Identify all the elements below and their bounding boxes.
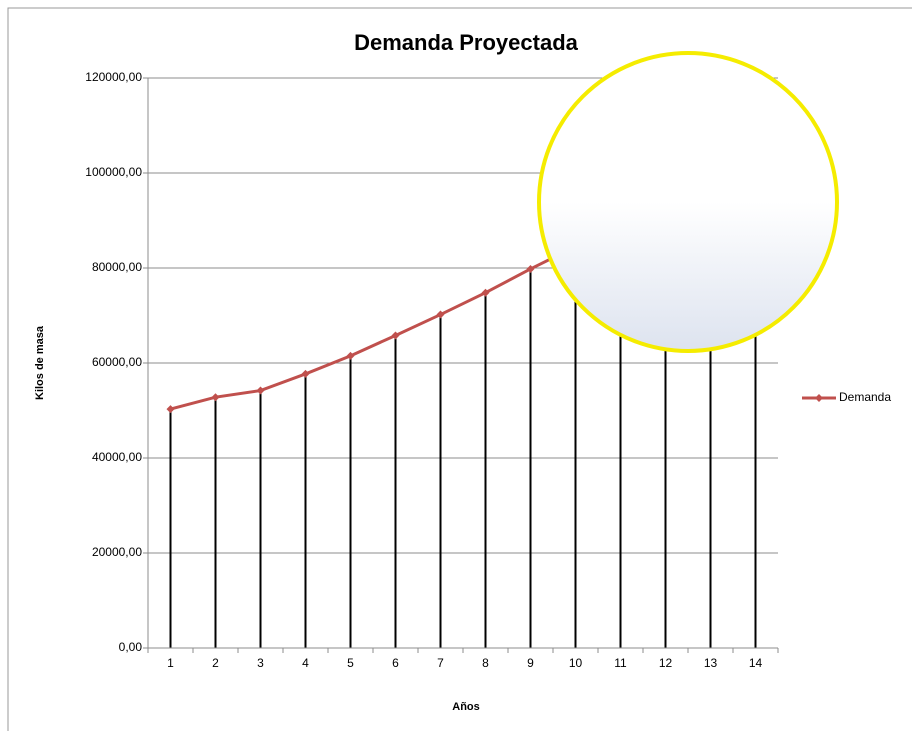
data-point bbox=[526, 264, 535, 273]
data-point bbox=[256, 386, 265, 395]
x-tick-label: 8 bbox=[482, 656, 489, 670]
x-tick-label: 5 bbox=[347, 656, 354, 670]
x-tick-label: 7 bbox=[437, 656, 444, 670]
x-tick-label: 3 bbox=[257, 656, 264, 670]
y-tick-label: 100000,00 bbox=[85, 165, 142, 179]
y-tick-label: 120000,00 bbox=[85, 70, 142, 84]
magnifier-overlay bbox=[537, 51, 839, 353]
y-tick-label: 20000,00 bbox=[92, 545, 142, 559]
x-tick-label: 10 bbox=[569, 656, 583, 670]
data-point bbox=[481, 288, 490, 297]
x-tick-label: 4 bbox=[302, 656, 309, 670]
data-point bbox=[301, 369, 310, 378]
data-point bbox=[346, 351, 355, 360]
legend-label: Demanda bbox=[839, 390, 891, 404]
x-tick-label: 1 bbox=[167, 656, 174, 670]
x-axis-label: Años bbox=[452, 701, 480, 713]
x-tick-label: 14 bbox=[749, 656, 763, 670]
x-tick-label: 12 bbox=[659, 656, 673, 670]
data-point bbox=[166, 405, 175, 414]
y-tick-label: 60000,00 bbox=[92, 355, 142, 369]
chart-title: Demanda Proyectada bbox=[354, 30, 579, 55]
x-tick-label: 13 bbox=[704, 656, 718, 670]
y-axis-label: Kilos de masa bbox=[34, 325, 46, 400]
x-tick-label: 2 bbox=[212, 656, 219, 670]
x-tick-label: 9 bbox=[527, 656, 534, 670]
chart-border bbox=[7, 7, 912, 731]
data-point bbox=[391, 331, 400, 340]
legend-marker bbox=[815, 394, 823, 402]
data-point bbox=[436, 310, 445, 319]
x-tick-label: 6 bbox=[392, 656, 399, 670]
data-point bbox=[211, 393, 220, 402]
y-tick-label: 80000,00 bbox=[92, 260, 142, 274]
y-tick-label: 40000,00 bbox=[92, 450, 142, 464]
y-tick-label: 0,00 bbox=[119, 640, 143, 654]
x-tick-label: 11 bbox=[614, 656, 627, 670]
